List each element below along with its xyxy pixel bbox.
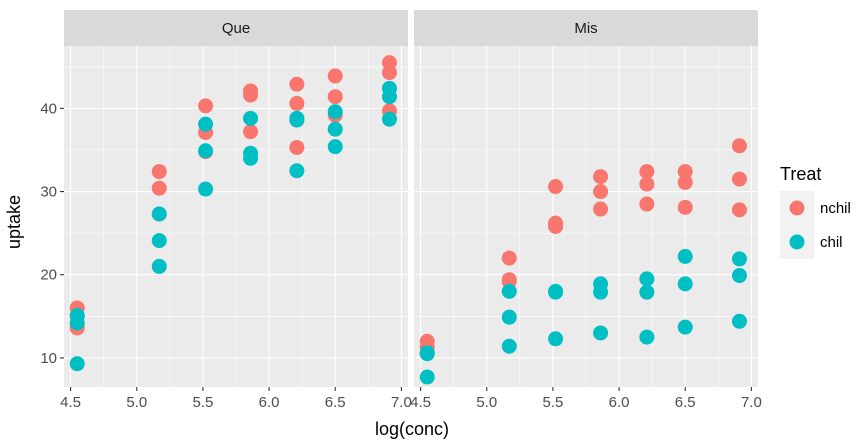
series-chil — [69, 80, 397, 372]
data-point-chil — [731, 268, 747, 284]
data-point-nchil — [731, 171, 747, 187]
data-point-nchil — [639, 196, 655, 212]
data-point-chil — [501, 309, 517, 325]
x-tick-label: 6.5 — [675, 394, 696, 411]
data-point-chil — [639, 271, 655, 287]
data-point-chil — [548, 331, 564, 347]
data-point-chil — [593, 325, 609, 341]
data-point-nchil — [243, 124, 259, 140]
y-tick-label: 20 — [40, 267, 57, 284]
facet-strip — [414, 10, 758, 46]
data-point-chil — [151, 206, 167, 222]
data-point-chil — [548, 284, 564, 300]
data-point-chil — [69, 356, 85, 372]
data-point-chil — [639, 329, 655, 345]
data-point-chil — [419, 369, 435, 385]
data-point-nchil — [677, 199, 693, 215]
data-point-chil — [151, 258, 167, 274]
facet-panel-que: Que — [64, 10, 408, 387]
data-point-chil — [731, 313, 747, 329]
data-point-nchil — [731, 202, 747, 218]
data-point-chil — [198, 116, 214, 132]
x-tick-label: 5.5 — [192, 394, 213, 411]
data-point-chil — [677, 319, 693, 335]
data-point-nchil — [639, 164, 655, 180]
series-chil — [419, 248, 747, 385]
facet-panels: Que Mis — [64, 10, 758, 387]
data-point-nchil — [593, 169, 609, 185]
data-point-chil — [151, 233, 167, 249]
data-point-chil — [289, 112, 305, 128]
data-point-chil — [677, 276, 693, 292]
x-tick-label: 7.0 — [741, 394, 762, 411]
x-tick-label: 5.0 — [476, 394, 497, 411]
x-axis-title: log(conc) — [375, 419, 449, 439]
data-point-chil — [593, 284, 609, 300]
data-point-chil — [501, 338, 517, 354]
data-point-nchil — [731, 138, 747, 154]
facet-panel-mis: Mis — [414, 10, 758, 387]
data-point-nchil — [381, 65, 397, 81]
data-point-nchil — [677, 174, 693, 190]
x-axis: 4.5 5.0 5.5 6.0 6.5 7.04.5 5.0 5.5 6.0 6.5 7.0 — [60, 387, 762, 411]
data-point-nchil — [639, 176, 655, 192]
data-point-chil — [639, 284, 655, 300]
x-tick-label: 6.0 — [609, 394, 630, 411]
y-axis-title: uptake — [4, 195, 24, 249]
data-point-nchil — [548, 179, 564, 195]
legend-marker-nchil — [789, 200, 805, 216]
data-point-chil — [327, 104, 343, 120]
legend-label-chil: chil — [820, 234, 843, 251]
data-point-chil — [243, 150, 259, 166]
data-point-chil — [243, 110, 259, 126]
data-point-chil — [419, 345, 435, 361]
data-point-nchil — [677, 164, 693, 180]
y-tick-label: 40 — [40, 100, 57, 117]
data-point-nchil — [327, 68, 343, 84]
data-point-chil — [381, 111, 397, 127]
data-point-nchil — [198, 98, 214, 114]
data-point-nchil — [243, 87, 259, 103]
data-point-chil — [327, 121, 343, 137]
data-point-nchil — [593, 201, 609, 217]
y-axis: 10 20 30 40 — [40, 100, 64, 367]
x-tick-label: 5.0 — [126, 394, 147, 411]
legend: Treat nchil chil — [780, 164, 851, 259]
data-point-nchil — [327, 89, 343, 105]
data-point-chil — [381, 89, 397, 105]
data-point-chil — [69, 315, 85, 331]
data-point-chil — [731, 251, 747, 267]
x-tick-label: 4.5 — [410, 394, 431, 411]
data-point-nchil — [289, 139, 305, 155]
facet-strip-label: Que — [222, 20, 250, 37]
data-point-nchil — [289, 76, 305, 92]
data-point-nchil — [501, 250, 517, 266]
data-point-nchil — [289, 95, 305, 111]
x-tick-label: 5.5 — [542, 394, 563, 411]
facet-strip-label: Mis — [574, 20, 597, 37]
legend-marker-chil — [789, 234, 805, 250]
x-tick-label: 6.0 — [259, 394, 280, 411]
data-point-chil — [327, 139, 343, 155]
data-point-chil — [198, 143, 214, 159]
x-tick-label: 7.0 — [391, 394, 412, 411]
data-point-chil — [289, 163, 305, 179]
data-point-nchil — [151, 180, 167, 196]
data-point-chil — [677, 248, 693, 264]
data-point-chil — [501, 283, 517, 299]
x-tick-label: 4.5 — [60, 394, 81, 411]
y-tick-label: 30 — [40, 184, 57, 201]
data-point-nchil — [151, 164, 167, 180]
data-point-nchil — [593, 184, 609, 200]
y-tick-label: 10 — [40, 350, 57, 367]
data-point-chil — [198, 181, 214, 197]
legend-label-nchil: nchil — [820, 200, 851, 217]
facet-strip — [64, 10, 408, 46]
data-point-nchil — [548, 218, 564, 234]
x-tick-label: 6.5 — [325, 394, 346, 411]
legend-title: Treat — [780, 164, 821, 184]
